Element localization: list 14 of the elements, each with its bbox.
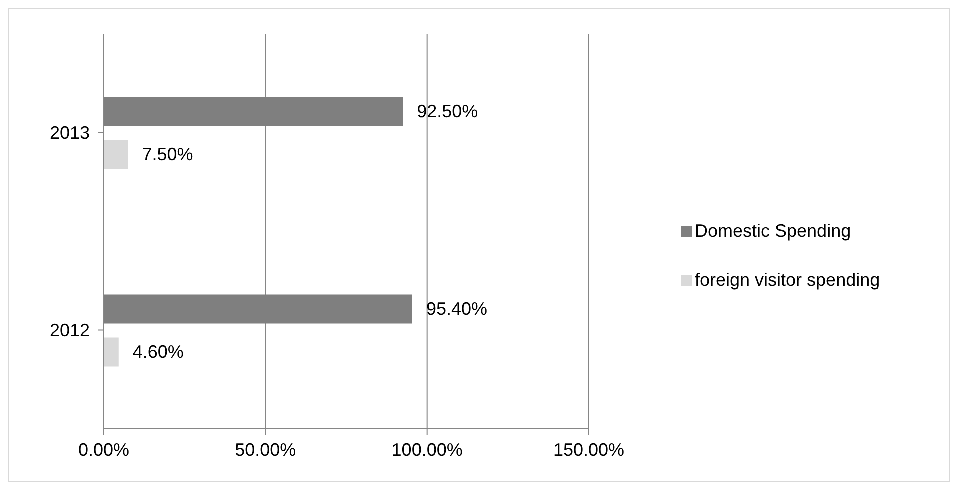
- y-tick-label: 2012: [50, 320, 90, 341]
- x-tick-label: 150.00%: [553, 440, 625, 460]
- data-label: 4.60%: [132, 342, 184, 362]
- bar: [104, 140, 128, 170]
- y-tick-label: 2013: [50, 123, 90, 144]
- legend-label: foreign visitor spending: [695, 270, 880, 290]
- x-tick-label: 0.00%: [78, 440, 130, 460]
- data-label: 7.50%: [142, 144, 194, 165]
- bar: [104, 338, 119, 367]
- data-label: 92.50%: [417, 102, 478, 122]
- legend-label: Domestic Spending: [695, 220, 852, 242]
- x-tick-label: 100.00%: [392, 440, 463, 460]
- x-tick-label: 50.00%: [235, 440, 296, 460]
- data-label: 95.40%: [426, 299, 488, 320]
